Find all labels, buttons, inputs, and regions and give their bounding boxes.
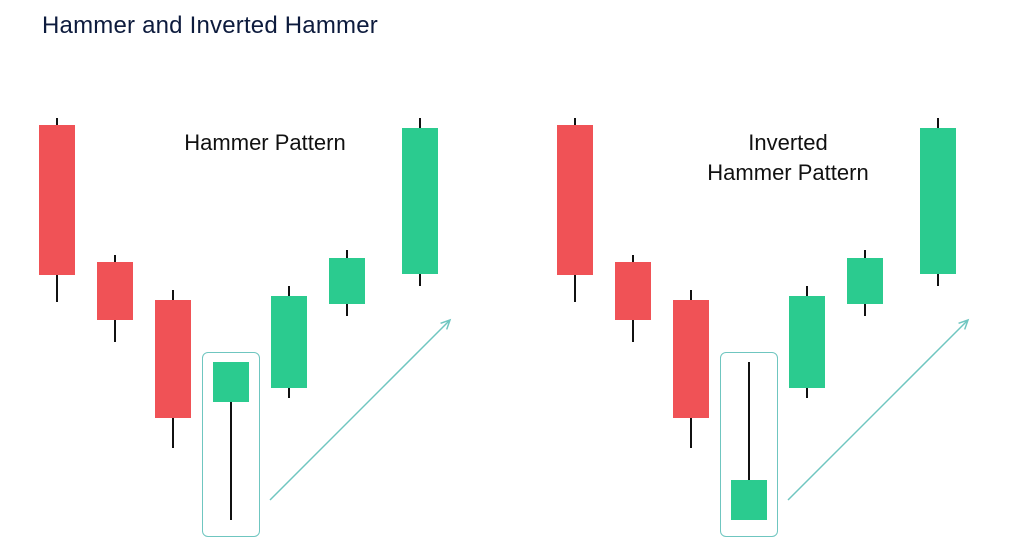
candle-body-red: [615, 262, 651, 320]
candle-body-green: [847, 258, 883, 304]
candle-body-green: [731, 480, 767, 520]
trend-arrow-hammer: [260, 310, 460, 510]
candle-body-red: [557, 125, 593, 275]
candle-body-green: [920, 128, 956, 274]
candle-body-green: [213, 362, 249, 402]
candle-body-green: [402, 128, 438, 274]
panel-label-hammer: Hammer Pattern: [155, 128, 375, 158]
candle-body-red: [155, 300, 191, 418]
panel-label-inverted-hammer: InvertedHammer Pattern: [668, 128, 908, 187]
candle-body-red: [673, 300, 709, 418]
candle-body-red: [39, 125, 75, 275]
page-title: Hammer and Inverted Hammer: [42, 12, 378, 40]
candle-body-red: [97, 262, 133, 320]
trend-arrow-inverted-hammer: [778, 310, 978, 510]
candle-body-green: [329, 258, 365, 304]
